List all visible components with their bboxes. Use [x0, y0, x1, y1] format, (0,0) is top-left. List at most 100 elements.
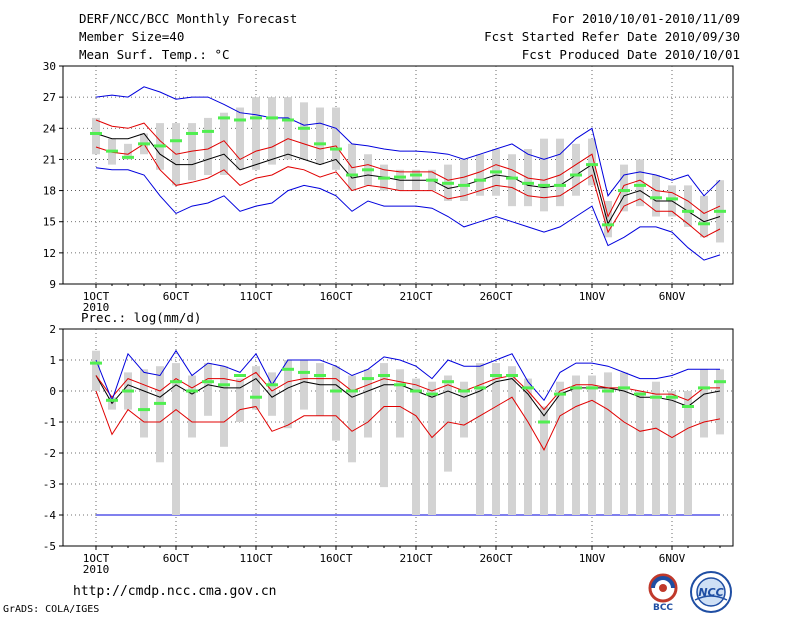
- ensemble-box: [348, 375, 356, 463]
- ensemble-box: [380, 363, 388, 488]
- ensemble-box: [284, 360, 292, 429]
- ensemble-box: [204, 363, 212, 416]
- ensemble-box: [332, 366, 340, 441]
- y-tick-label: -3: [43, 478, 56, 491]
- ensemble-box: [332, 107, 340, 170]
- x-tick-label: 1OCT: [83, 552, 110, 565]
- x-tick-label: 21OCT: [399, 290, 432, 303]
- y-tick-label: -2: [43, 447, 56, 460]
- series-line-max: [95, 349, 720, 402]
- member-size: Member Size=40: [79, 29, 185, 44]
- ensemble-box: [652, 175, 660, 217]
- ensemble-box: [636, 391, 644, 515]
- ensemble-box: [460, 381, 468, 438]
- ensemble-box: [428, 381, 436, 515]
- ensemble-box: [556, 381, 564, 515]
- series-line-mean-std: [95, 143, 721, 238]
- plot-frame: [62, 65, 734, 285]
- x-tick-label: 6NOV: [659, 290, 686, 303]
- ensemble-box: [252, 366, 260, 410]
- ensemble-box: [236, 107, 244, 170]
- ensemble-box: [220, 112, 228, 175]
- y-tick-label: -4: [43, 509, 57, 522]
- ensemble-box: [268, 372, 276, 416]
- ensemble-box: [636, 159, 644, 207]
- ensemble-box: [284, 97, 292, 160]
- y-tick-label: -5: [43, 540, 56, 553]
- ensemble-box: [204, 117, 212, 175]
- ensemble-box: [540, 138, 548, 212]
- bcc-logo-text: BCC: [653, 603, 673, 612]
- x-tick-label: 26OCT: [479, 290, 512, 303]
- y-tick-label: 18: [43, 185, 56, 198]
- ensemble-box: [300, 360, 308, 410]
- ensemble-box: [140, 369, 148, 438]
- ensemble-box: [492, 363, 500, 515]
- ensemble-box: [316, 363, 324, 416]
- ensemble-box: [220, 366, 228, 447]
- ensemble-box: [124, 143, 132, 160]
- ensemble-box: [620, 372, 628, 515]
- x-tick-label: 6OCT: [163, 290, 190, 303]
- ensemble-box: [412, 378, 420, 515]
- ensemble-box: [300, 102, 308, 160]
- ensemble-box: [700, 195, 708, 238]
- plot-frame: [62, 328, 734, 547]
- y-tick-label: 12: [43, 247, 56, 260]
- ensemble-box: [508, 366, 516, 515]
- y-tick-label: 15: [43, 216, 56, 229]
- y-tick-label: 27: [43, 91, 56, 104]
- series-line-min: [95, 167, 721, 261]
- ensemble-box: [524, 378, 532, 515]
- series-line-mean-std: [95, 371, 720, 411]
- series-line-mean-std: [95, 390, 721, 451]
- series-line-mean-std: [95, 119, 721, 218]
- source-url[interactable]: http://cmdp.ncc.cma.gov.cn: [73, 584, 277, 599]
- grads-credit: GrADS: COLA/IGES: [3, 604, 100, 615]
- ensemble-box: [684, 185, 692, 227]
- ncc-logo: NCC: [690, 571, 732, 613]
- ensemble-box: [716, 369, 724, 435]
- ensemble-box: [684, 391, 692, 515]
- ensemble-box: [668, 391, 676, 515]
- y-tick-label: 24: [43, 122, 57, 135]
- precip-title: Prec.: log(mm/d): [81, 310, 201, 325]
- ensemble-box: [476, 154, 484, 196]
- ensemble-box: [396, 369, 404, 438]
- ensemble-box: [620, 164, 628, 212]
- ensemble-box: [588, 138, 596, 186]
- y-tick-label: 1: [49, 354, 56, 367]
- ensemble-box: [268, 97, 276, 165]
- series-line-mean: [95, 132, 721, 226]
- ncc-logo-text: NCC: [698, 586, 723, 599]
- ensemble-box: [588, 375, 596, 515]
- forecast-period: For 2010/10/01-2010/11/09: [551, 11, 740, 26]
- series-line-mean: [95, 375, 721, 417]
- x-tick-label: 16OCT: [319, 290, 352, 303]
- ensemble-box: [156, 366, 164, 463]
- x-tick-label: 21OCT: [399, 552, 432, 565]
- x-tick-label: 1NOV: [579, 552, 606, 565]
- ensemble-box: [444, 375, 452, 472]
- chart-title: DERF/NCC/BCC Monthly Forecast: [79, 11, 298, 26]
- variable-label: Mean Surf. Temp.: °C: [79, 47, 230, 62]
- ensemble-box: [652, 381, 660, 515]
- ensemble-box: [572, 143, 580, 196]
- ensemble-box: [604, 372, 612, 515]
- ensemble-box: [316, 107, 324, 165]
- y-tick-label: 9: [49, 278, 56, 291]
- y-tick-label: 2: [49, 323, 56, 336]
- ensemble-box: [364, 369, 372, 438]
- ensemble-box: [188, 375, 196, 438]
- y-tick-label: 30: [43, 60, 56, 73]
- ensemble-box: [92, 117, 100, 155]
- x-tick-label: 1OCT: [83, 290, 110, 303]
- ensemble-box: [700, 369, 708, 438]
- ensemble-box: [556, 138, 564, 207]
- ensemble-box: [252, 97, 260, 170]
- y-tick-label: -1: [43, 416, 56, 429]
- ensemble-box: [92, 350, 100, 391]
- x-tick-label: 11OCT: [239, 552, 272, 565]
- x-tick-label: 6OCT: [163, 552, 190, 565]
